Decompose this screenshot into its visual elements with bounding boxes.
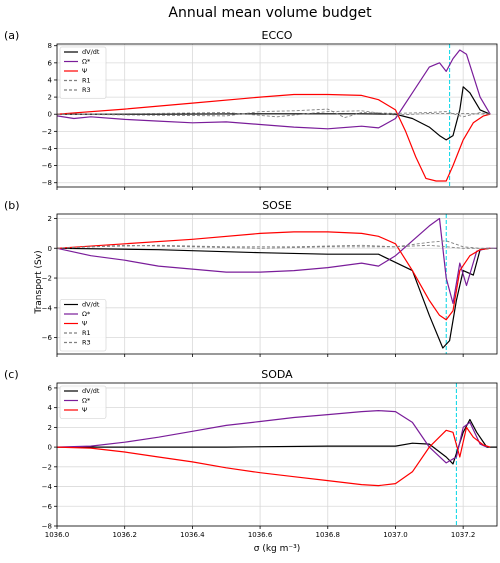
- series-line-R3: [57, 110, 491, 118]
- x-tick-label: 1036.2: [112, 531, 137, 539]
- y-tick-label: 6: [48, 384, 53, 392]
- y-tick-label: −2: [42, 463, 52, 471]
- y-tick-label: −4: [42, 145, 53, 153]
- axes-frame: [56, 43, 498, 188]
- series-line-R1: [57, 240, 497, 249]
- legend-entry: dV/dt: [82, 48, 100, 56]
- legend-entry: dV/dt: [82, 301, 100, 309]
- y-tick-label: −4: [42, 483, 53, 491]
- y-tick-label: −2: [42, 275, 52, 283]
- legend-entry: Ω*: [82, 310, 91, 318]
- y-tick-label: −2: [42, 128, 52, 136]
- y-tick-label: −8: [42, 179, 52, 187]
- x-tick-label: 1036.4: [180, 531, 205, 539]
- legend-box: [59, 299, 107, 352]
- series-line-Ψ: [57, 93, 491, 182]
- series-line-R3: [57, 244, 497, 249]
- y-axis-label: Transport (Sv): [34, 250, 44, 314]
- panel-label: (a): [4, 29, 19, 42]
- legend-entry: Ψ: [82, 67, 87, 75]
- legend-entry: Ψ: [82, 320, 87, 328]
- y-tick-label: 8: [48, 42, 52, 50]
- y-tick-label: −8: [42, 523, 52, 531]
- legend-entry: R1: [82, 77, 91, 85]
- chart-panels: −8−6−4−202468ECCO(a)dV/dtΩ*ΨR1R3−6−4−202…: [4, 29, 498, 539]
- series-line-Ω*: [57, 217, 497, 304]
- y-tick-label: 4: [48, 76, 53, 84]
- legend-box: [59, 46, 107, 99]
- series-line-dV/dt: [57, 86, 491, 141]
- y-tick-label: −6: [42, 334, 53, 342]
- legend-entry: R3: [82, 86, 91, 94]
- panel-soda: −8 −6 −4 −2 0 2 4 6 1036.0 1036.2 1036.4 1036.6 1036…: [4, 368, 498, 539]
- y-tick-label: 2: [48, 94, 52, 102]
- series-line-Ψ: [57, 426, 491, 487]
- y-tick-label: −6: [42, 503, 53, 511]
- panel-label: (c): [4, 368, 19, 381]
- panel-title: SOSE: [262, 199, 292, 212]
- y-tick-label: −4: [42, 304, 53, 312]
- panel-label: (b): [4, 199, 20, 212]
- y-tick-label: 6: [48, 59, 53, 67]
- legend-entry: R3: [82, 339, 91, 347]
- panel-title: ECCO: [262, 29, 293, 42]
- series-line-Ω*: [57, 49, 491, 130]
- x-tick-label: 1037.0: [383, 531, 408, 539]
- legend-entry: R1: [82, 329, 91, 337]
- x-tick-label: 1036.6: [248, 531, 273, 539]
- x-tick-label: 1036.8: [316, 531, 341, 539]
- axes-frame: [56, 213, 498, 355]
- axes-frame: [56, 382, 498, 527]
- y-tick-label: 2: [48, 215, 52, 223]
- legend: dV/dtΩ* ΨR1 R3: [59, 299, 107, 352]
- legend: dV/dt Ω*Ψ: [59, 385, 107, 419]
- x-axis-label: σ (kg m⁻³): [254, 544, 301, 554]
- x-tick-label: 1036.0: [45, 531, 70, 539]
- legend-entry: dV/dt: [82, 387, 100, 395]
- series-line-dV/dt: [57, 247, 491, 349]
- series-line-Ω*: [57, 410, 488, 464]
- legend-entry: Ω*: [82, 397, 91, 405]
- panel-sose: −6 −4 −2 0 2 SOSE (b) dV/dtΩ* ΨR1 R3: [4, 199, 498, 357]
- panel-title: SODA: [261, 368, 293, 381]
- y-tick-label: 2: [48, 424, 52, 432]
- y-tick-label: 0: [48, 444, 52, 452]
- y-tick-label: 0: [48, 245, 52, 253]
- figure-title: Annual mean volume budget: [168, 5, 372, 21]
- legend-entry: Ψ: [82, 406, 87, 414]
- y-tick-label: 4: [48, 404, 53, 412]
- legend-entry: Ω*: [82, 58, 91, 66]
- series-line-dV/dt: [57, 418, 497, 465]
- y-tick-label: 0: [48, 111, 52, 119]
- y-tick-label: −6: [42, 162, 53, 170]
- series-line-R1: [57, 108, 491, 119]
- x-tick-label: 1037.2: [451, 531, 476, 539]
- series-line-Ψ: [57, 231, 491, 321]
